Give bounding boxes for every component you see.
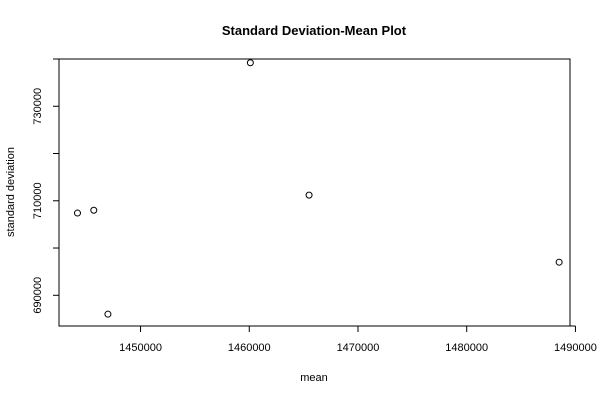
x-tick-label: 1490000 bbox=[554, 342, 597, 354]
x-tick-label: 1450000 bbox=[119, 342, 162, 354]
y-tick-label: 710000 bbox=[32, 182, 44, 219]
y-axis: 690000 710000 730000 bbox=[32, 58, 60, 314]
y-axis-label: standard deviation bbox=[5, 147, 17, 237]
data-point bbox=[90, 206, 98, 214]
data-point bbox=[73, 209, 81, 217]
y-tick-label: 690000 bbox=[32, 277, 44, 314]
data-point bbox=[104, 310, 112, 318]
y-tick-label: 730000 bbox=[32, 88, 44, 125]
x-tick-label: 1470000 bbox=[337, 342, 380, 354]
data-point bbox=[246, 59, 254, 67]
x-tick-label: 1480000 bbox=[445, 342, 488, 354]
x-tick-label: 1460000 bbox=[228, 342, 271, 354]
data-point bbox=[305, 191, 313, 199]
chart-title: Standard Deviation-Mean Plot bbox=[222, 23, 407, 38]
x-axis-label: mean bbox=[300, 372, 328, 384]
x-axis: 1450000 1460000 1470000 1480000 1490000 bbox=[119, 325, 597, 354]
plot-frame bbox=[58, 58, 571, 327]
data-points bbox=[73, 59, 563, 318]
data-point bbox=[555, 258, 563, 266]
